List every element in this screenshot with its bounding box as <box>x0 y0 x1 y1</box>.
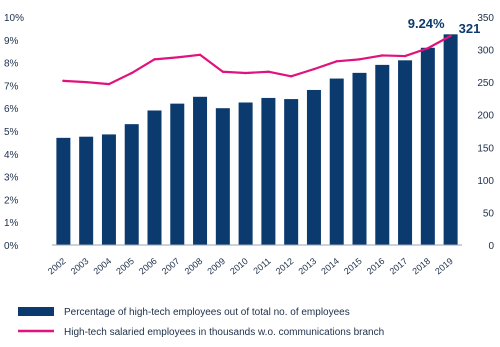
line-point <box>221 70 225 73</box>
y-left-tick-label: 7% <box>4 81 19 92</box>
line-point <box>153 58 156 61</box>
x-tick-label: 2015 <box>342 256 364 277</box>
y-right-tick-label: 50 <box>483 208 495 219</box>
line-point <box>449 34 452 38</box>
x-tick-label: 2003 <box>69 256 91 277</box>
bar <box>398 60 413 245</box>
x-tick-label: 2011 <box>251 256 272 276</box>
x-tick-label: 2016 <box>365 256 387 277</box>
y-left-tick-label: 4% <box>4 150 19 161</box>
x-tick-label: 2007 <box>160 256 182 277</box>
bar <box>170 103 185 245</box>
legend-swatch-bar <box>18 307 54 316</box>
x-tick-label: 2010 <box>228 256 250 277</box>
line-point <box>335 60 338 63</box>
y-left-tick-label: 10% <box>4 13 24 24</box>
line-point <box>312 67 316 71</box>
x-tick-label: 2004 <box>91 256 113 277</box>
bar <box>215 108 230 245</box>
line-point <box>381 54 384 57</box>
line-point <box>130 71 133 75</box>
line-point <box>244 71 247 75</box>
x-tick-label: 2006 <box>137 256 159 277</box>
series-line <box>63 34 452 86</box>
bar <box>101 134 116 245</box>
y-right-tick-label: 200 <box>477 111 494 122</box>
line-point <box>267 70 270 73</box>
y-left-tick-label: 2% <box>4 195 19 206</box>
bar <box>329 78 344 245</box>
line-point <box>403 54 407 58</box>
annotation-bar-value: 9.24% <box>408 16 445 31</box>
line-point <box>84 80 88 84</box>
bar <box>238 102 253 245</box>
bar <box>124 124 139 245</box>
bar <box>284 99 299 245</box>
bar <box>56 137 71 245</box>
y-left-tick-label: 5% <box>4 127 19 138</box>
line-point <box>62 79 65 83</box>
y-right-tick-label: 150 <box>477 143 494 154</box>
x-tick-label: 2017 <box>388 256 410 277</box>
x-tick-label: 2005 <box>114 256 136 277</box>
x-tick-label: 2013 <box>296 256 318 277</box>
x-tick-label: 2019 <box>433 256 455 277</box>
line-point <box>289 75 293 78</box>
line-point <box>107 82 111 86</box>
x-tick-label: 2009 <box>205 256 227 277</box>
x-tick-label: 2008 <box>183 256 205 277</box>
y-right-tick-label: 350 <box>477 13 494 24</box>
bar <box>79 136 94 245</box>
bar <box>147 110 162 245</box>
x-tick-label: 2014 <box>319 256 341 277</box>
annotation-line-value: 321 <box>459 21 481 36</box>
line-point <box>176 56 179 59</box>
y-left-tick-label: 6% <box>4 104 19 115</box>
y-left-tick-label: 8% <box>4 59 19 70</box>
bar <box>443 34 458 245</box>
x-tick-label: 2002 <box>46 256 68 277</box>
bar <box>306 89 321 246</box>
line-point <box>358 58 361 61</box>
bar <box>193 96 208 245</box>
x-tick-label: 2018 <box>410 256 432 277</box>
x-tick-label: 2012 <box>274 256 296 277</box>
y-right-tick-label: 250 <box>477 78 494 89</box>
y-left-tick-label: 1% <box>4 218 19 229</box>
y-right-tick-label: 0 <box>488 241 494 252</box>
legend-label-line: High-tech salaried employees in thousand… <box>64 327 384 338</box>
bar <box>261 97 276 245</box>
y-right-tick-label: 100 <box>477 176 494 187</box>
line-point <box>198 53 202 56</box>
legend-label-bar: Percentage of high-tech employees out of… <box>64 307 350 318</box>
bar <box>352 72 367 245</box>
y-left-tick-label: 9% <box>4 36 19 47</box>
bar <box>420 47 435 245</box>
line-point <box>426 47 430 50</box>
y-right-tick-label: 300 <box>477 46 494 57</box>
y-left-tick-label: 3% <box>4 173 19 184</box>
bar <box>375 64 390 245</box>
y-left-tick-label: 0% <box>4 241 19 252</box>
